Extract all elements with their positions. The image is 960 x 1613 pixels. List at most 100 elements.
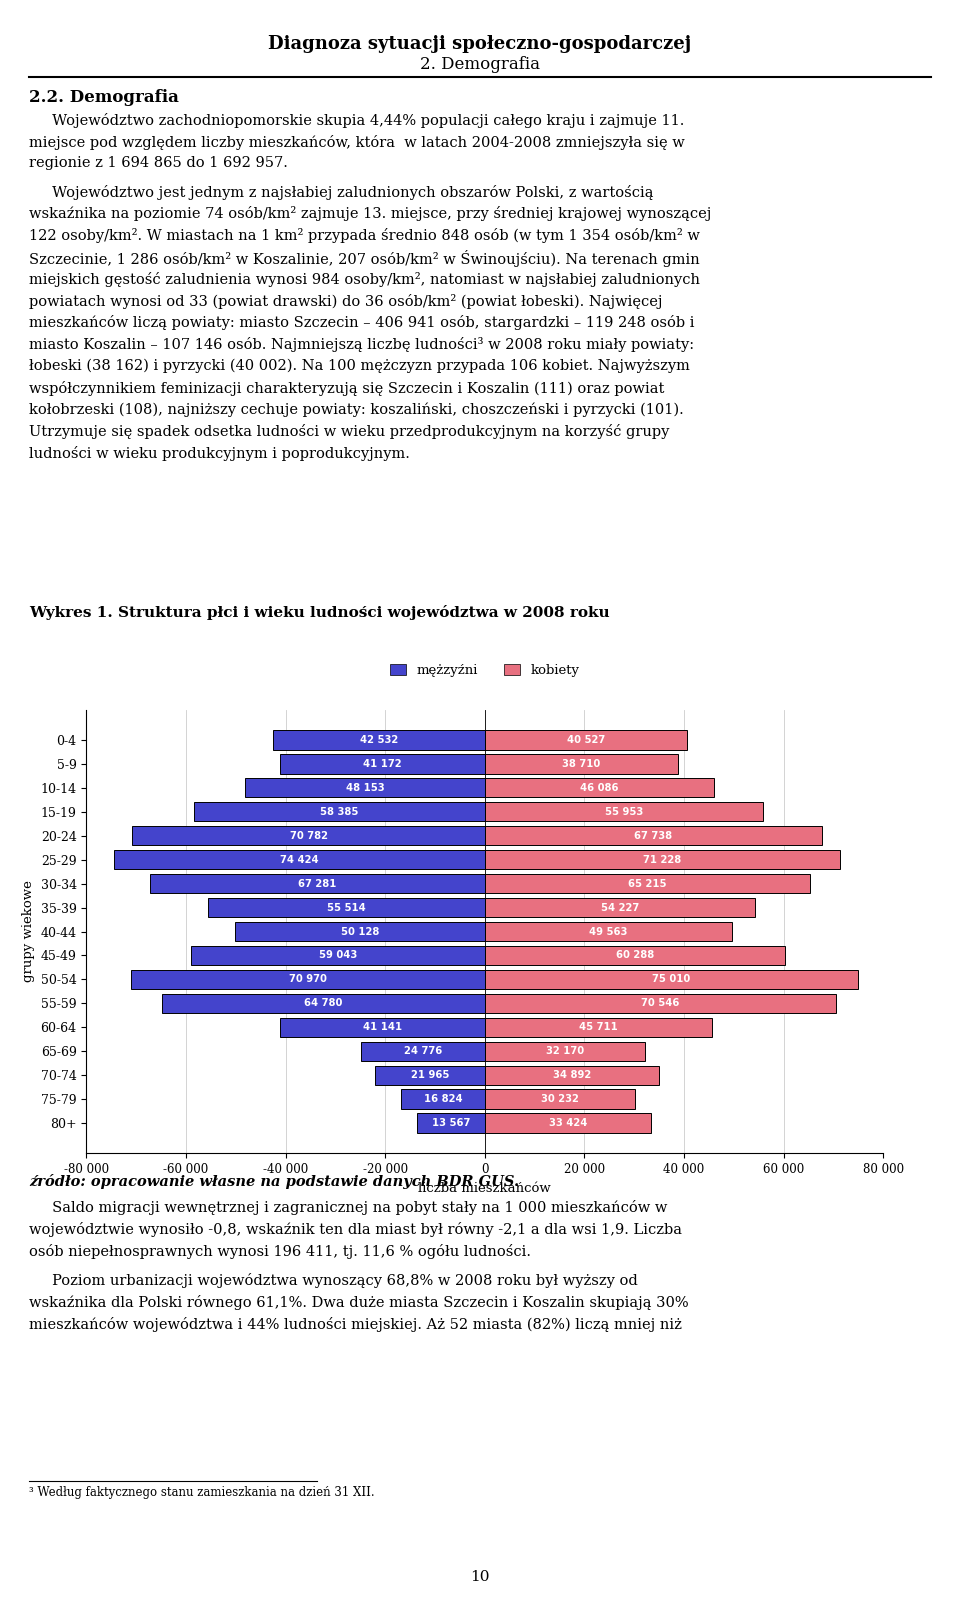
Bar bbox=[485, 777, 714, 797]
Text: 16 824: 16 824 bbox=[423, 1094, 462, 1105]
Bar bbox=[132, 969, 485, 989]
Text: 41 141: 41 141 bbox=[363, 1023, 402, 1032]
Text: 60 288: 60 288 bbox=[615, 950, 654, 960]
Text: Województwo zachodniopomorskie skupia 4,44% populacji całego kraju i zajmuje 11.: Województwo zachodniopomorskie skupia 4,… bbox=[29, 113, 684, 127]
Text: 59 043: 59 043 bbox=[319, 950, 357, 960]
Bar bbox=[162, 994, 485, 1013]
Bar bbox=[235, 921, 485, 942]
Text: ludności w wieku produkcyjnym i poprodukcyjnym.: ludności w wieku produkcyjnym i poproduk… bbox=[29, 445, 410, 461]
Text: Wykres 1. Struktura płci i wieku ludności województwa w 2008 roku: Wykres 1. Struktura płci i wieku ludnośc… bbox=[29, 605, 610, 619]
Bar bbox=[485, 921, 732, 942]
Text: 42 532: 42 532 bbox=[360, 734, 398, 745]
Bar bbox=[485, 753, 678, 774]
Text: 64 780: 64 780 bbox=[304, 998, 343, 1008]
Text: 70 546: 70 546 bbox=[641, 998, 680, 1008]
Text: 45 711: 45 711 bbox=[579, 1023, 618, 1032]
Bar bbox=[418, 1113, 485, 1134]
Text: 48 153: 48 153 bbox=[346, 782, 384, 792]
Text: współczynnikiem feminizacji charakteryzują się Szczecin i Koszalin (111) oraz po: współczynnikiem feminizacji charakteryzu… bbox=[29, 381, 664, 395]
Bar bbox=[485, 1042, 645, 1061]
Text: Szczecinie, 1 286 osób/km² w Koszalinie, 207 osób/km² w Świnoujściu). Na terenac: Szczecinie, 1 286 osób/km² w Koszalinie,… bbox=[29, 250, 700, 268]
Text: 70 970: 70 970 bbox=[289, 974, 327, 984]
Text: 74 424: 74 424 bbox=[280, 855, 319, 865]
Text: 75 010: 75 010 bbox=[653, 974, 690, 984]
Text: 24 776: 24 776 bbox=[404, 1047, 443, 1057]
Bar bbox=[194, 802, 485, 821]
X-axis label: liczba mieszkańców: liczba mieszkańców bbox=[419, 1182, 551, 1195]
Text: województwie wynosiło -0,8, wskaźnik ten dla miast był równy -2,1 a dla wsi 1,9.: województwie wynosiło -0,8, wskaźnik ten… bbox=[29, 1223, 682, 1237]
Text: 13 567: 13 567 bbox=[432, 1118, 470, 1129]
Text: 54 227: 54 227 bbox=[601, 903, 639, 913]
Y-axis label: grupy wiekowe: grupy wiekowe bbox=[22, 881, 35, 982]
Bar bbox=[485, 994, 836, 1013]
Text: wskaźnika dla Polski równego 61,1%. Dwa duże miasta Szczecin i Koszalin skupiają: wskaźnika dla Polski równego 61,1%. Dwa … bbox=[29, 1295, 688, 1310]
Text: miejsce pod względem liczby mieszkańców, która  w latach 2004-2008 zmniejszyła s: miejsce pod względem liczby mieszkańców,… bbox=[29, 134, 684, 150]
Text: 65 215: 65 215 bbox=[628, 879, 666, 889]
Bar bbox=[208, 898, 485, 918]
Text: mieszkańców liczą powiaty: miasto Szczecin – 406 941 osób, stargardzki – 119 248: mieszkańców liczą powiaty: miasto Szczec… bbox=[29, 315, 694, 331]
Legend: mężzyźni, kobiety: mężzyźni, kobiety bbox=[385, 658, 585, 682]
Text: Saldo migracji wewnętrznej i zagranicznej na pobyt stały na 1 000 mieszkańców w: Saldo migracji wewnętrznej i zagraniczne… bbox=[29, 1200, 667, 1215]
Text: 38 710: 38 710 bbox=[562, 758, 600, 769]
Text: Utrzymuje się spadek odsetka ludności w wieku przedprodukcyjnym na korzyść grupy: Utrzymuje się spadek odsetka ludności w … bbox=[29, 424, 669, 439]
Text: 71 228: 71 228 bbox=[643, 855, 682, 865]
Bar bbox=[485, 1018, 712, 1037]
Bar bbox=[485, 1066, 659, 1086]
Text: regionie z 1 694 865 do 1 692 957.: regionie z 1 694 865 do 1 692 957. bbox=[29, 156, 288, 171]
Bar bbox=[245, 777, 485, 797]
Text: kołobrzeski (108), najniższy cechuje powiaty: koszaliński, choszczeński i pyrzyc: kołobrzeski (108), najniższy cechuje pow… bbox=[29, 402, 684, 416]
Text: 58 385: 58 385 bbox=[321, 806, 359, 816]
Text: 41 172: 41 172 bbox=[363, 758, 401, 769]
Text: 55 514: 55 514 bbox=[327, 903, 366, 913]
Text: 2.2. Demografia: 2.2. Demografia bbox=[29, 89, 179, 106]
Text: mieszkańców województwa i 44% ludności miejskiej. Aż 52 miasta (82%) liczą mniej: mieszkańców województwa i 44% ludności m… bbox=[29, 1318, 682, 1332]
Bar bbox=[401, 1089, 485, 1110]
Text: 10: 10 bbox=[470, 1569, 490, 1584]
Bar bbox=[485, 969, 858, 989]
Text: 21 965: 21 965 bbox=[411, 1071, 449, 1081]
Bar bbox=[114, 850, 485, 869]
Bar bbox=[280, 1018, 485, 1037]
Text: 67 281: 67 281 bbox=[299, 879, 336, 889]
Text: łobeski (38 162) i pyrzycki (40 002). Na 100 mężczyzn przypada 106 kobiet. Najwy: łobeski (38 162) i pyrzycki (40 002). Na… bbox=[29, 358, 689, 373]
Text: 67 738: 67 738 bbox=[635, 831, 673, 840]
Bar bbox=[132, 826, 485, 845]
Text: 70 782: 70 782 bbox=[290, 831, 327, 840]
Text: 49 563: 49 563 bbox=[589, 926, 628, 937]
Bar bbox=[485, 874, 809, 894]
Text: 46 086: 46 086 bbox=[580, 782, 619, 792]
Text: osób niepełnosprawnych wynosi 196 411, tj. 11,6 % ogółu ludności.: osób niepełnosprawnych wynosi 196 411, t… bbox=[29, 1244, 531, 1258]
Bar bbox=[485, 945, 785, 965]
Text: 30 232: 30 232 bbox=[541, 1094, 579, 1105]
Bar bbox=[273, 729, 485, 750]
Bar bbox=[191, 945, 485, 965]
Bar bbox=[361, 1042, 485, 1061]
Bar bbox=[375, 1066, 485, 1086]
Text: powiatach wynosi od 33 (powiat drawski) do 36 osób/km² (powiat łobeski). Najwięc: powiatach wynosi od 33 (powiat drawski) … bbox=[29, 294, 662, 308]
Bar bbox=[485, 802, 763, 821]
Text: miejskich gęstość zaludnienia wynosi 984 osoby/km², natomiast w najsłabiej zalud: miejskich gęstość zaludnienia wynosi 984… bbox=[29, 271, 700, 287]
Text: miasto Koszalin – 107 146 osób. Najmniejszą liczbę ludności³ w 2008 roku miały p: miasto Koszalin – 107 146 osób. Najmniej… bbox=[29, 337, 694, 352]
Bar bbox=[485, 729, 686, 750]
Text: 122 osoby/km². W miastach na 1 km² przypada średnio 848 osób (w tym 1 354 osób/k: 122 osoby/km². W miastach na 1 km² przyp… bbox=[29, 227, 700, 244]
Bar bbox=[485, 1089, 636, 1110]
Text: ³ Według faktycznego stanu zamieszkania na dzień 31 XII.: ³ Według faktycznego stanu zamieszkania … bbox=[29, 1486, 374, 1498]
Bar bbox=[485, 1113, 651, 1134]
Text: Diagnoza sytuacji społeczno-gospodarczej: Diagnoza sytuacji społeczno-gospodarczej bbox=[269, 35, 691, 53]
Text: Poziom urbanizacji województwa wynoszący 68,8% w 2008 roku był wyższy od: Poziom urbanizacji województwa wynoszący… bbox=[29, 1274, 637, 1289]
Text: źródło: opracowanie własne na podstawie danych BDR GUS.: źródło: opracowanie własne na podstawie … bbox=[29, 1174, 519, 1189]
Bar bbox=[150, 874, 485, 894]
Text: 40 527: 40 527 bbox=[566, 734, 605, 745]
Text: 55 953: 55 953 bbox=[605, 806, 643, 816]
Text: Województwo jest jednym z najsłabiej zaludnionych obszarów Polski, z wartością: Województwo jest jednym z najsłabiej zal… bbox=[29, 184, 654, 200]
Text: 32 170: 32 170 bbox=[546, 1047, 584, 1057]
Text: 34 892: 34 892 bbox=[553, 1071, 590, 1081]
Text: wskaźnika na poziomie 74 osób/km² zajmuje 13. miejsce, przy średniej krajowej wy: wskaźnika na poziomie 74 osób/km² zajmuj… bbox=[29, 206, 711, 221]
Bar bbox=[485, 826, 822, 845]
Text: 33 424: 33 424 bbox=[549, 1118, 588, 1129]
Bar bbox=[279, 753, 485, 774]
Text: 50 128: 50 128 bbox=[341, 926, 379, 937]
Text: 2. Demografia: 2. Demografia bbox=[420, 56, 540, 74]
Bar bbox=[485, 850, 839, 869]
Bar bbox=[485, 898, 755, 918]
